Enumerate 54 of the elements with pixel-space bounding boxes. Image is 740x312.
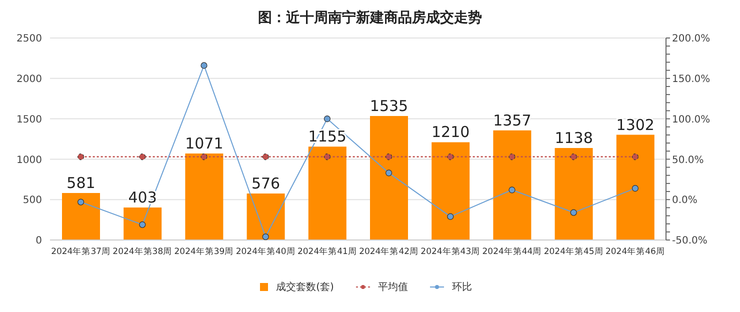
point [262,233,269,240]
bar [124,207,162,240]
bar [616,134,654,240]
bar [62,193,100,240]
y2-tick-label: 100.0% [672,114,710,126]
bar [432,142,470,240]
data-label: 1138 [554,129,593,148]
data-label: 1071 [185,134,224,152]
bar [246,193,285,240]
x-tick-label: 2024年第39周 [174,246,234,258]
data-label: 1357 [493,111,532,130]
legend-label: 环比 [450,280,472,294]
x-tick-label: 2024年第42周 [359,246,419,258]
point [386,170,392,176]
y2-tick-label: 0.0% [672,195,698,206]
y-tick-label: 1500 [16,114,42,126]
y2-tick-label: -50.0% [672,236,708,247]
x-tick-label: 2024年第40周 [236,246,296,258]
bar [185,153,224,240]
bar [370,116,408,240]
chart-title: 图：近十周南宁新建商品房成交走势 [257,8,483,28]
point [324,116,330,122]
x-tick-label: 2024年第44周 [482,246,542,258]
data-label: 576 [251,174,280,192]
y2-tick-label: 50.0% [672,154,704,166]
data-label: 1302 [616,116,654,134]
y2-tick-label: 200.0% [672,34,710,45]
x-tick-label: 2024年第43周 [420,246,480,258]
x-tick-label: 2024年第41周 [297,246,357,258]
point [447,213,454,220]
point [508,186,516,194]
y2-tick-label: 150.0% [672,74,710,85]
bar [308,146,346,240]
y-tick-label: 2000 [16,74,42,85]
point [78,198,84,206]
x-tick-label: 2024年第45周 [544,246,604,258]
point [570,209,577,216]
y-tick-label: 0 [36,236,42,247]
y-tick-label: 1000 [16,154,42,166]
point [139,221,146,228]
x-tick-label: 2024年第46周 [605,246,665,258]
bar [493,130,532,240]
bar [554,148,593,240]
point [200,62,208,69]
x-tick-label: 2024年第37周 [51,246,111,258]
y-tick-label: 500 [22,195,42,206]
x-tick-label: 2024年第38周 [112,246,172,258]
data-label: 1210 [432,123,470,142]
legend-label: 成交套数(套) [275,280,334,294]
y-tick-label: 2500 [16,34,42,45]
data-label: 1535 [370,96,408,115]
data-label: 581 [66,174,96,192]
legend-label: 平均值 [376,281,408,294]
point [632,184,638,192]
